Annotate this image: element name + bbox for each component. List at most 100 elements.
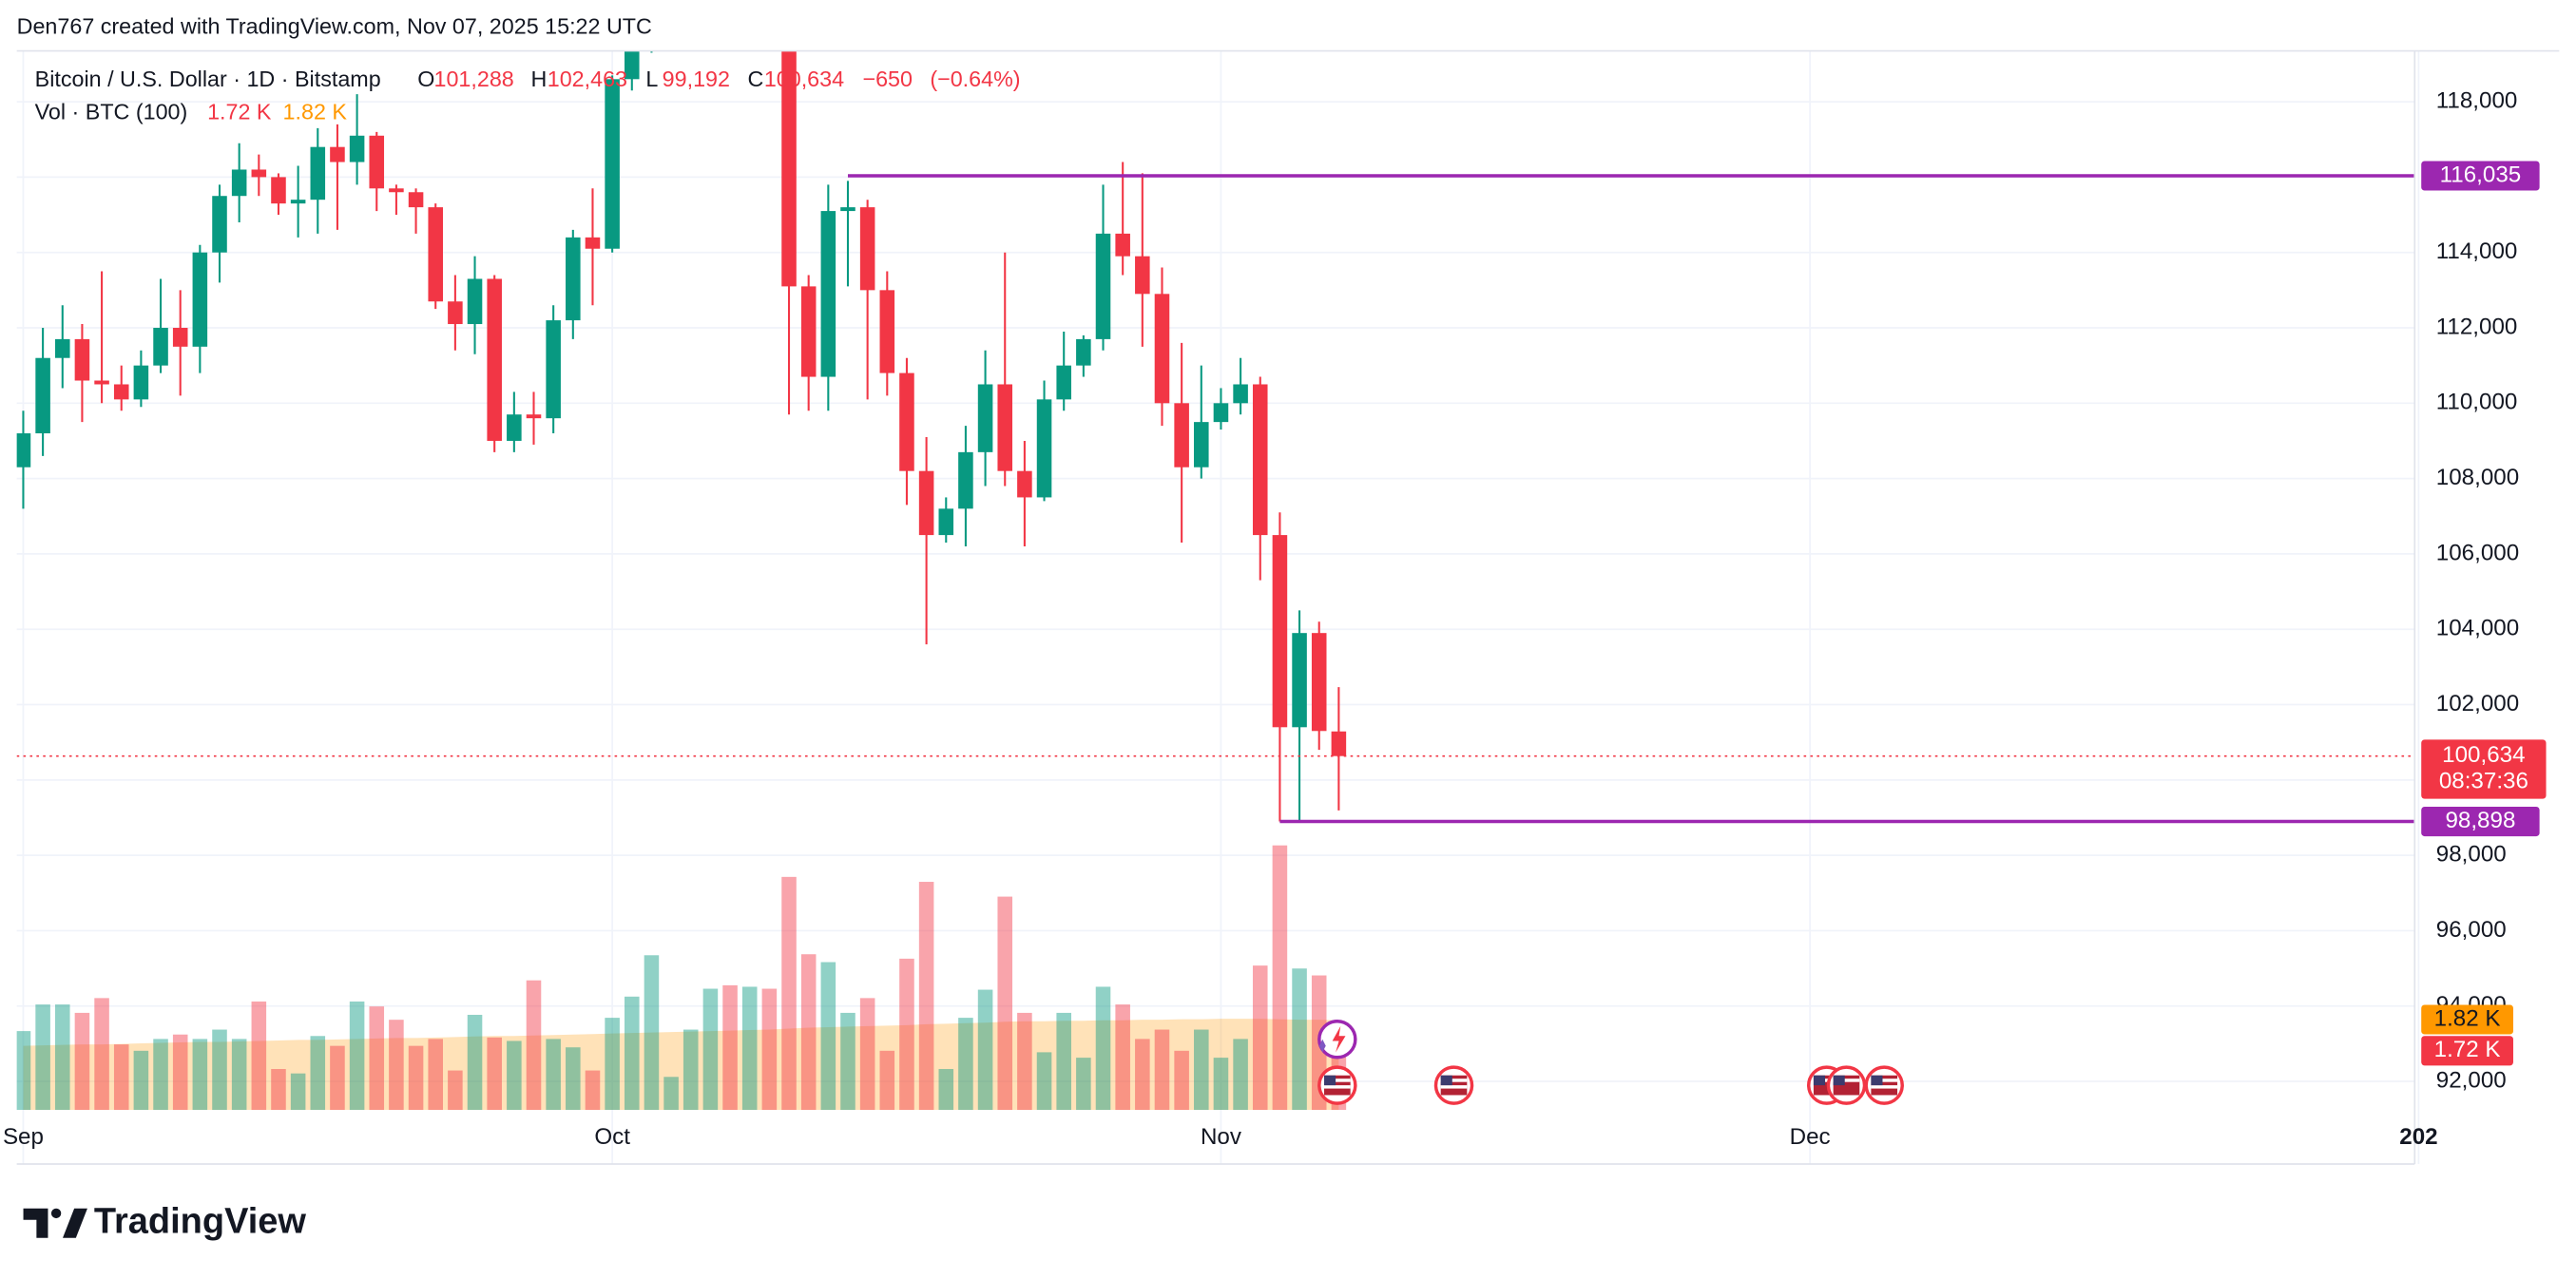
last-price-box bbox=[2421, 739, 2547, 799]
volume-bar bbox=[682, 1029, 699, 1111]
y-tick-label: 98,000 bbox=[2436, 842, 2507, 868]
volume-bar bbox=[1292, 968, 1307, 1111]
candle-body bbox=[507, 414, 522, 441]
candle-body bbox=[349, 135, 365, 162]
event-flag[interactable] bbox=[1433, 1065, 1474, 1105]
y-tick-label: 112,000 bbox=[2436, 314, 2518, 339]
event-icon[interactable] bbox=[1317, 1019, 1357, 1059]
candle-body bbox=[467, 278, 483, 325]
volume-bar bbox=[251, 1001, 267, 1111]
volume-bar bbox=[918, 882, 934, 1111]
volume-bar bbox=[899, 958, 914, 1111]
volume-bar bbox=[1174, 1050, 1189, 1111]
volume-bar bbox=[879, 1050, 895, 1111]
volume-bar bbox=[448, 1070, 463, 1111]
volume-bar bbox=[133, 1050, 149, 1111]
event-flag[interactable] bbox=[1826, 1065, 1867, 1105]
volume-bar bbox=[1076, 1058, 1091, 1111]
candle-body bbox=[1174, 403, 1189, 468]
change: −650 bbox=[862, 67, 913, 91]
ohlc-key: L bbox=[645, 67, 658, 91]
volume-bar bbox=[605, 1018, 620, 1111]
candle-body bbox=[1017, 470, 1032, 498]
volume-bar bbox=[644, 955, 660, 1111]
volume-bar bbox=[761, 988, 778, 1111]
last-price-label: 100,634 bbox=[2442, 742, 2525, 768]
candle-body bbox=[1331, 731, 1347, 756]
symbol-title: Bitcoin / U.S. Dollar · 1D · Bitstamp bbox=[35, 67, 381, 91]
candle-body bbox=[133, 365, 149, 400]
candle-body bbox=[212, 196, 227, 253]
volume-ma-area bbox=[23, 1019, 1339, 1111]
volume-bar bbox=[330, 1045, 345, 1111]
y-tick-label: 92,000 bbox=[2436, 1067, 2507, 1093]
volume-bar bbox=[938, 1069, 954, 1111]
volume-bar bbox=[997, 896, 1013, 1111]
volume-bar bbox=[663, 1077, 679, 1111]
attribution: Den767 created with TradingView.com, Nov… bbox=[17, 14, 652, 39]
volume-bar bbox=[1233, 1039, 1248, 1111]
legend: Bitcoin / U.S. Dollar · 1D · Bitstamp O … bbox=[35, 67, 1021, 124]
candle-body bbox=[1036, 399, 1052, 498]
candle-body bbox=[938, 508, 954, 536]
volume-bar bbox=[94, 998, 109, 1111]
volume-bar bbox=[546, 1039, 561, 1111]
candle-body bbox=[428, 207, 443, 302]
y-tick-label: 102,000 bbox=[2436, 691, 2519, 716]
candle-body bbox=[625, 50, 640, 80]
volume-ma-value: 1.82 K bbox=[283, 99, 348, 124]
candle-body bbox=[879, 290, 895, 373]
candle-body bbox=[113, 384, 129, 400]
event-flag[interactable] bbox=[1864, 1065, 1904, 1105]
candle-body bbox=[820, 211, 836, 377]
ohlc-value: 100,634 bbox=[764, 67, 844, 91]
x-tick-label: Nov bbox=[1201, 1124, 1241, 1150]
volume-bar bbox=[507, 1040, 522, 1111]
event-flag[interactable] bbox=[1317, 1065, 1357, 1105]
volume-bar bbox=[1017, 1012, 1032, 1111]
volume-value: 1.72 K bbox=[207, 99, 272, 124]
ohlc-key: C bbox=[748, 67, 764, 91]
candle-body bbox=[1213, 403, 1229, 423]
y-tick-label: 118,000 bbox=[2436, 87, 2518, 113]
y-tick-label: 96,000 bbox=[2436, 917, 2507, 943]
candle-body bbox=[330, 146, 345, 162]
candle-body bbox=[840, 207, 855, 212]
volume-bar bbox=[741, 986, 758, 1111]
x-tick-label: Dec bbox=[1790, 1124, 1831, 1150]
candle-body bbox=[192, 252, 208, 347]
volume-bar bbox=[369, 1006, 385, 1111]
candle-body bbox=[1076, 338, 1091, 366]
volume-bar bbox=[113, 1044, 129, 1111]
volume-bar bbox=[467, 1014, 483, 1111]
candle-body bbox=[1056, 365, 1071, 400]
volume-bar bbox=[1135, 1039, 1150, 1111]
volume-label: 1.72 K bbox=[2434, 1037, 2501, 1062]
candle-body bbox=[54, 338, 70, 358]
volume-bar bbox=[585, 1070, 601, 1111]
logo-mark bbox=[23, 1208, 48, 1238]
y-tick-label: 104,000 bbox=[2436, 616, 2519, 641]
candle-body bbox=[231, 169, 247, 197]
y-tick-label: 114,000 bbox=[2436, 239, 2518, 264]
volume-label-box bbox=[2421, 1036, 2513, 1066]
volume-bar bbox=[977, 989, 993, 1111]
candle-body bbox=[1135, 256, 1150, 295]
y-tick-label: 108,000 bbox=[2436, 465, 2519, 490]
plot-area bbox=[16, 50, 2415, 1111]
volume-bar bbox=[212, 1029, 227, 1111]
volume-bar bbox=[1095, 986, 1111, 1111]
volume-bar bbox=[271, 1069, 286, 1111]
candle-body bbox=[1272, 535, 1288, 728]
volume-bar bbox=[702, 988, 719, 1111]
candle-body bbox=[526, 414, 542, 419]
candle-body bbox=[271, 177, 286, 204]
volume-bar bbox=[1194, 1029, 1209, 1111]
candle-body bbox=[1154, 294, 1170, 404]
brand-name: TradingView bbox=[94, 1201, 307, 1241]
volume-bar bbox=[1036, 1052, 1052, 1111]
volume-ma-label: 1.82 K bbox=[2434, 1005, 2501, 1031]
candle-body bbox=[389, 188, 404, 193]
candle-body bbox=[1194, 422, 1209, 468]
